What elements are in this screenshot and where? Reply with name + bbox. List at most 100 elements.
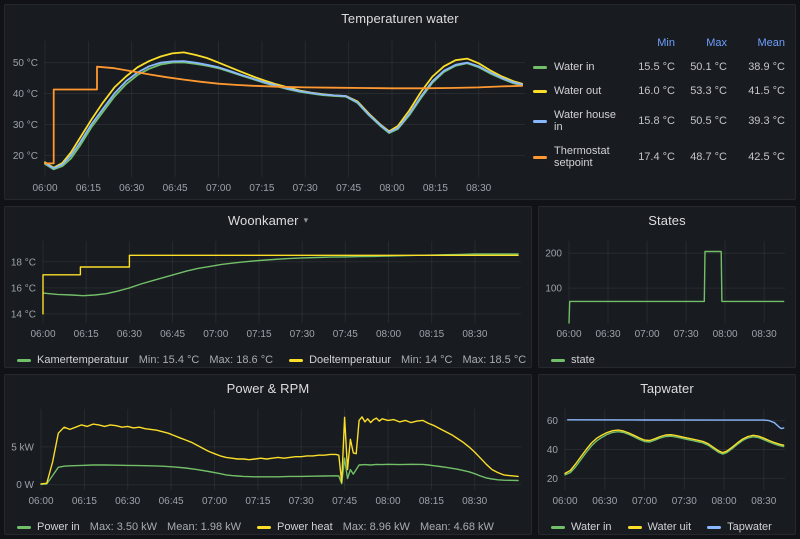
series-color-icon (707, 525, 722, 529)
panel-header-states[interactable]: States (539, 207, 795, 233)
svg-text:06:30: 06:30 (595, 329, 620, 340)
legend-max-value: 48.7 °C (690, 151, 727, 163)
legend-header-min[interactable]: Min (657, 37, 675, 49)
legend-row: Water out (533, 79, 623, 103)
legend-min-value: 16.0 °C (638, 85, 675, 97)
legend-item[interactable]: Water in (551, 521, 612, 533)
legend-item[interactable]: Power in Max: 3.50 kW Mean: 1.98 kW (17, 521, 241, 533)
svg-text:60: 60 (547, 416, 559, 427)
panel-header-tapwater[interactable]: Tapwater (539, 375, 795, 401)
legend-item[interactable]: Power heat Max: 8.96 kW Mean: 4.68 kW (257, 521, 494, 533)
legend-row: Thermostat setpoint (533, 139, 623, 175)
series-color-icon (551, 525, 565, 529)
svg-text:06:45: 06:45 (159, 496, 184, 507)
legend-series-name[interactable]: Tapwater (727, 521, 772, 533)
svg-text:07:15: 07:15 (246, 329, 271, 340)
chevron-down-icon[interactable]: ▾ (303, 214, 309, 225)
svg-text:14 °C: 14 °C (11, 309, 36, 320)
svg-text:08:00: 08:00 (711, 496, 736, 507)
svg-text:07:45: 07:45 (333, 329, 358, 340)
legend-series-name[interactable]: Power heat (277, 521, 333, 533)
svg-text:50 °C: 50 °C (13, 58, 38, 69)
legend: Power in Max: 3.50 kW Mean: 1.98 kW Powe… (5, 515, 531, 534)
panel-header-woonkamer[interactable]: Woonkamer ▾ (5, 207, 531, 233)
svg-text:08:00: 08:00 (375, 496, 400, 507)
panel-header-temperaturen-water[interactable]: Temperaturen water (5, 5, 795, 31)
svg-text:07:15: 07:15 (245, 496, 270, 507)
panel-title[interactable]: Woonkamer (227, 212, 299, 228)
svg-text:40 °C: 40 °C (13, 89, 38, 100)
power-rpm-chart[interactable]: 0 W 5 kW 06:00 06:15 06:30 06:45 07:00 07:15 07:… (5, 401, 531, 515)
chart-svg: 100 200 06:00 06:30 07:00 07:30 08:00 08:30 (545, 241, 785, 340)
legend-mean-value: 38.9 °C (748, 61, 785, 73)
svg-text:06:00: 06:00 (556, 329, 581, 340)
svg-text:08:15: 08:15 (423, 183, 448, 194)
svg-text:07:30: 07:30 (293, 183, 318, 194)
svg-text:08:00: 08:00 (379, 183, 404, 194)
svg-text:06:45: 06:45 (160, 329, 185, 340)
legend-mean-value: 41.5 °C (748, 85, 785, 97)
panel-title[interactable]: Power & RPM (226, 380, 310, 396)
legend-item[interactable]: Doeltemperatuur Min: 14 °C Max: 18.5 °C (289, 354, 526, 366)
legend-stat-max: Max: 8.96 kW (342, 521, 410, 533)
svg-text:0 W: 0 W (16, 480, 34, 491)
legend: Water in Water uit Tapwater (539, 515, 795, 534)
panel-tapwater: Tapwater 20 40 60 06:00 06:30 07:00 07:30 08:00… (538, 374, 796, 535)
svg-text:07:15: 07:15 (249, 183, 274, 194)
panel-title[interactable]: Tapwater (640, 380, 694, 396)
svg-text:07:30: 07:30 (674, 329, 699, 340)
svg-text:06:30: 06:30 (117, 329, 142, 340)
svg-text:07:00: 07:00 (202, 496, 227, 507)
legend-min-value: 17.4 °C (638, 151, 675, 163)
legend-series-name[interactable]: Water house in (554, 109, 616, 133)
woonkamer-chart[interactable]: 14 °C 16 °C 18 °C 06:00 06:15 06:30 06:45 07:00… (5, 233, 531, 348)
series-color-icon (533, 155, 547, 159)
legend-series-name[interactable]: Doeltemperatuur (309, 354, 392, 366)
legend: Kamertemperatuur Min: 15.4 °C Max: 18.6 … (5, 348, 531, 367)
svg-text:16 °C: 16 °C (11, 283, 36, 294)
svg-text:07:45: 07:45 (332, 496, 357, 507)
chart-svg: 20 °C 30 °C 40 °C 50 °C 06:00 06:15 06:30 06:45… (13, 41, 525, 194)
chart-svg: 14 °C 16 °C 18 °C 06:00 06:15 06:30 06:45 07:00… (11, 241, 521, 340)
panel-title[interactable]: States (648, 212, 686, 228)
legend-item[interactable]: state (551, 354, 595, 366)
legend-item[interactable]: Water uit (627, 521, 692, 533)
legend-series-name[interactable]: Thermostat setpoint (554, 145, 610, 169)
legend-series-name[interactable]: Water out (554, 85, 602, 97)
svg-text:08:30: 08:30 (752, 329, 777, 340)
tapwater-chart[interactable]: 20 40 60 06:00 06:30 07:00 07:30 08:00 08:30 (539, 401, 795, 515)
panel-header-power-rpm[interactable]: Power & RPM (5, 375, 531, 401)
legend-item[interactable]: Tapwater (707, 521, 772, 533)
legend-item[interactable]: Kamertemperatuur Min: 15.4 °C Max: 18.6 … (17, 354, 273, 366)
series-color-icon (257, 525, 272, 529)
svg-text:07:30: 07:30 (289, 496, 314, 507)
legend-mean-value: 39.3 °C (748, 115, 785, 127)
panel-states: States 100 200 06:00 06:30 07:00 07:30 08:00 08… (538, 206, 796, 368)
legend-series-name[interactable]: Water uit (647, 521, 692, 533)
legend-series-name[interactable]: Power in (37, 521, 80, 533)
svg-text:20 °C: 20 °C (13, 151, 38, 162)
legend-stat-min: Min: 15.4 °C (138, 354, 200, 366)
legend-series-name[interactable]: Water in (571, 521, 612, 533)
legend-header-max[interactable]: Max (706, 37, 727, 49)
series-color-icon (627, 525, 642, 529)
legend-series-name[interactable]: state (571, 354, 595, 366)
legend-series-name[interactable]: Water in (554, 61, 595, 73)
legend-row: Water in (533, 55, 623, 79)
states-chart[interactable]: 100 200 06:00 06:30 07:00 07:30 08:00 08:30 (539, 233, 795, 348)
svg-text:07:30: 07:30 (290, 329, 315, 340)
legend-header-mean[interactable]: Mean (757, 37, 785, 49)
svg-text:08:30: 08:30 (466, 183, 491, 194)
svg-text:06:15: 06:15 (74, 329, 99, 340)
svg-text:08:00: 08:00 (713, 329, 738, 340)
temperaturen-water-chart[interactable]: 20 °C 30 °C 40 °C 50 °C 06:00 06:15 06:30 06:45… (5, 31, 533, 199)
panel-title[interactable]: Temperaturen water (341, 10, 459, 26)
legend-series-name[interactable]: Kamertemperatuur (37, 354, 129, 366)
svg-text:08:30: 08:30 (462, 496, 487, 507)
svg-text:100: 100 (545, 284, 562, 295)
svg-text:07:00: 07:00 (635, 329, 660, 340)
legend-stat-max: Max: 18.6 °C (209, 354, 274, 366)
series-color-icon (533, 89, 547, 93)
svg-text:18 °C: 18 °C (11, 257, 36, 268)
